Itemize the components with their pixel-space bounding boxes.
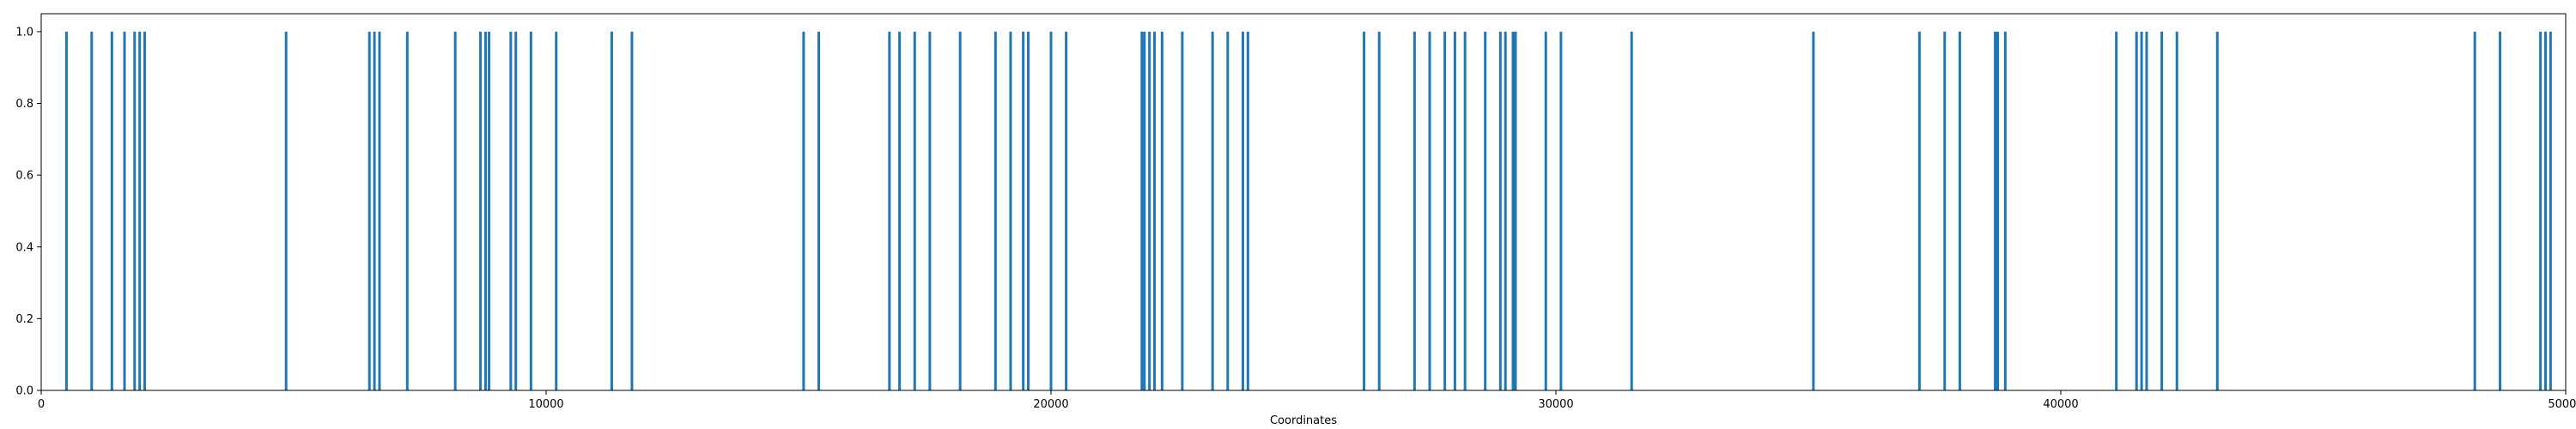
bar <box>1484 31 1487 391</box>
y-tick-label: 0.8 <box>15 98 33 111</box>
bar <box>1498 31 1502 391</box>
bar <box>123 31 126 391</box>
y-tick-label: 0.6 <box>15 170 33 183</box>
bar <box>483 31 487 391</box>
bar <box>1148 31 1151 391</box>
bar <box>2543 31 2547 391</box>
bar <box>1211 31 1214 391</box>
bar <box>1630 31 1633 391</box>
bar <box>2115 31 2118 391</box>
bar <box>1943 31 1947 391</box>
y-axis: 0.0 0.2 0.4 0.6 0.8 1.0 <box>15 26 41 398</box>
bar <box>1504 31 1507 391</box>
bar <box>1049 31 1053 391</box>
bar <box>2003 31 2007 391</box>
y-tick-label: 0.2 <box>15 313 33 326</box>
y-tick-label: 1.0 <box>15 26 33 39</box>
bar <box>1812 31 1815 391</box>
bar <box>555 31 558 391</box>
bars-group <box>64 31 2552 391</box>
x-tick-label: 30000 <box>1538 398 1573 411</box>
bar <box>817 31 821 391</box>
y-tick-label: 0.0 <box>15 385 33 398</box>
bar <box>1241 31 1244 391</box>
bar <box>1443 31 1447 391</box>
bar <box>1181 31 1184 391</box>
bar <box>610 31 613 391</box>
bar <box>2145 31 2148 391</box>
bar <box>479 31 483 391</box>
bar <box>143 31 147 391</box>
bar <box>1065 31 1068 391</box>
bar <box>1544 31 1547 391</box>
bar <box>90 31 94 391</box>
bar <box>1143 31 1146 391</box>
bar <box>1160 31 1163 391</box>
bar <box>1559 31 1563 391</box>
bar <box>1463 31 1467 391</box>
bar <box>1994 31 1997 391</box>
x-tick-label: 10000 <box>528 398 563 411</box>
bar <box>64 31 68 391</box>
bar <box>1413 31 1416 391</box>
bar <box>284 31 288 391</box>
bar <box>138 31 142 391</box>
bar <box>928 31 932 391</box>
bar <box>1153 31 1157 391</box>
bar <box>1453 31 1456 391</box>
bar <box>2175 31 2178 391</box>
bar <box>1996 31 1999 391</box>
bar <box>2140 31 2143 391</box>
x-tick-label: 20000 <box>1033 398 1068 411</box>
bar <box>2549 31 2552 391</box>
bar <box>1428 31 1431 391</box>
bar <box>2160 31 2164 391</box>
bar <box>1022 31 1025 391</box>
bar <box>509 31 513 391</box>
bar <box>378 31 381 391</box>
bar <box>802 31 805 391</box>
bar <box>1958 31 1961 391</box>
bar <box>488 31 491 391</box>
bar <box>1140 31 1144 391</box>
bar <box>993 31 997 391</box>
bar <box>133 31 137 391</box>
bar <box>514 31 518 391</box>
bar <box>630 31 634 391</box>
x-axis-label: Coordinates <box>1270 414 1337 427</box>
bar <box>1246 31 1249 391</box>
plot-frame <box>40 13 2567 391</box>
bar <box>2499 31 2502 391</box>
x-tick-label: 0 <box>38 398 45 411</box>
bar <box>1514 31 1517 391</box>
bar <box>1027 31 1030 391</box>
bar <box>2473 31 2476 391</box>
bar <box>405 31 409 391</box>
bar <box>1363 31 1366 391</box>
bar <box>373 31 376 391</box>
bar <box>888 31 891 391</box>
bar <box>2539 31 2543 391</box>
bar <box>1009 31 1012 391</box>
bar <box>1226 31 1230 391</box>
bar <box>1511 31 1515 391</box>
bar <box>2215 31 2219 391</box>
bar <box>368 31 371 391</box>
bar <box>2135 31 2138 391</box>
bar <box>913 31 916 391</box>
bar <box>1917 31 1921 391</box>
bar <box>529 31 532 391</box>
y-tick-label: 0.4 <box>15 241 33 254</box>
x-tick-label: 40000 <box>2043 398 2078 411</box>
bar <box>453 31 457 391</box>
bar <box>110 31 113 391</box>
bar <box>1377 31 1381 391</box>
bar <box>958 31 962 391</box>
bar <box>898 31 902 391</box>
